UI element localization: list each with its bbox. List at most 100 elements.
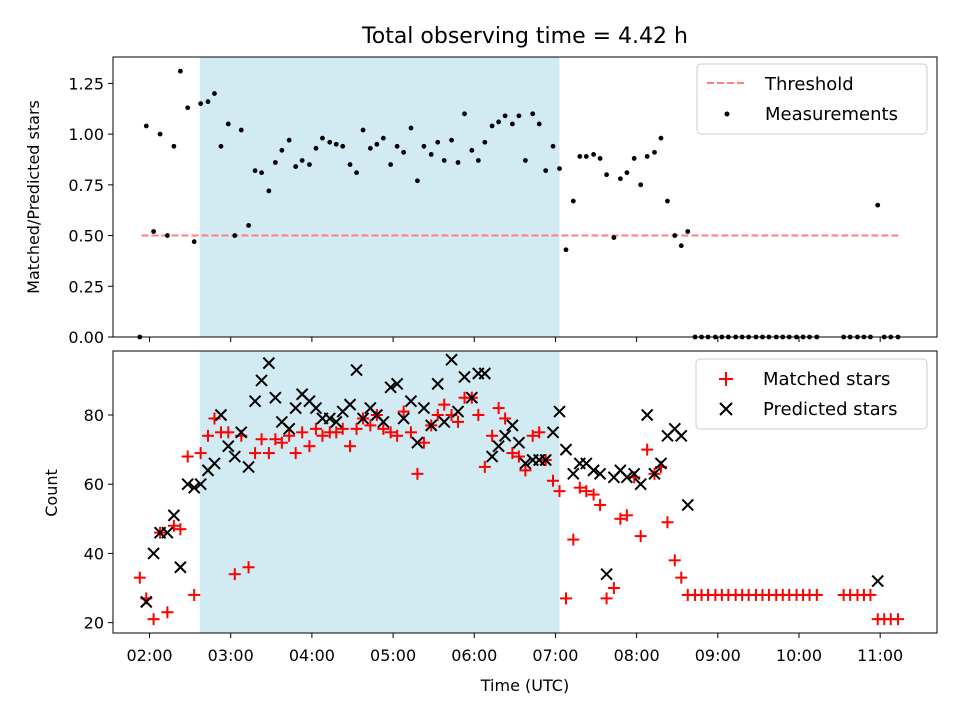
measurement-point	[246, 223, 251, 228]
predicted-star-point	[140, 595, 153, 609]
matched-star-point	[580, 485, 593, 498]
measurement-point	[143, 123, 149, 129]
matched-star-point	[194, 447, 207, 460]
predicted-star-point	[323, 412, 336, 425]
y-tick-label: 80	[84, 406, 104, 425]
measurement-point	[191, 239, 197, 245]
measurement-point	[510, 121, 515, 127]
measurement-point	[218, 143, 224, 149]
measurement-point	[320, 135, 325, 141]
matched-star-point	[384, 426, 397, 439]
matched-star-point	[668, 554, 681, 567]
measurement-point	[259, 170, 264, 176]
measurement-point	[421, 143, 427, 149]
matched-star-point	[614, 512, 627, 525]
top-plot-frame	[112, 56, 938, 338]
measurement-point	[171, 143, 177, 149]
predicted-star-point	[620, 471, 634, 484]
measurement-point	[340, 143, 346, 149]
x-tick-label: 06:00	[451, 646, 497, 665]
measurement-point	[408, 125, 414, 131]
measurement-point	[577, 154, 583, 159]
top-legend: Threshold Measurements	[696, 63, 928, 135]
x-tick-label: 07:00	[532, 646, 578, 665]
matched-star-point	[262, 447, 275, 460]
measurement-point	[299, 158, 305, 163]
measurement-point	[164, 233, 170, 238]
top-y-ticks: 0.00 0.25 0.50 0.75 1.00 1.25	[68, 74, 113, 347]
measurement-point	[591, 151, 596, 157]
legend-predicted-swatch	[719, 402, 733, 416]
measurement-point	[157, 131, 163, 137]
measurement-point	[347, 162, 353, 167]
matched-star-point	[316, 429, 329, 442]
x-tick-label: 10:00	[776, 646, 822, 665]
measurement-point	[557, 166, 562, 171]
matched-star-point	[594, 498, 607, 511]
matched-star-point	[620, 509, 633, 522]
measurement-point	[441, 158, 447, 163]
x-tick-label: 08:00	[614, 646, 660, 665]
predicted-star-point	[465, 391, 479, 404]
bottom-plot-frame	[112, 350, 938, 634]
measurement-point	[388, 162, 394, 167]
matched-star-point	[242, 561, 255, 574]
measurement-point	[394, 143, 400, 149]
matched-star-point	[512, 450, 525, 463]
matched-star-point	[567, 533, 580, 546]
measurement-point	[672, 233, 678, 238]
predicted-star-point	[681, 498, 694, 512]
measurement-point	[279, 147, 285, 153]
bottom-x-ticks: 02:00 03:00 04:00 05:00 06:00 07:00 08:00 09:00…	[126, 633, 903, 665]
predicted-star-point	[519, 457, 532, 470]
legend-predicted-label: Predicted stars	[763, 399, 897, 420]
y-tick-label: 1.00	[68, 125, 104, 144]
predicted-star-point	[478, 367, 492, 380]
measurement-point	[523, 158, 528, 163]
predicted-star-point	[167, 509, 181, 522]
y-tick-label: 0.50	[68, 227, 104, 246]
y-tick-label: 0.00	[68, 328, 104, 347]
y-tick-label: 40	[84, 544, 104, 563]
predicted-star-point	[147, 547, 160, 560]
top-legend-box	[696, 63, 928, 135]
measurement-point	[212, 91, 217, 96]
predicted-star-point	[222, 439, 235, 453]
predicted-star-point	[377, 415, 390, 429]
matched-star-point	[607, 582, 620, 595]
matched-star-point	[309, 422, 322, 435]
measurement-point	[151, 229, 156, 234]
x-tick-label: 11:00	[857, 646, 903, 665]
predicted-star-point	[181, 478, 194, 491]
x-tick-label: 02:00	[126, 646, 172, 665]
measurement-point	[272, 160, 278, 165]
measurement-point	[401, 149, 407, 155]
predicted-star-point	[390, 377, 404, 391]
measurement-point	[516, 113, 522, 119]
measurement-point	[502, 113, 508, 119]
matched-star-point	[533, 426, 546, 439]
matched-star-point	[283, 429, 296, 442]
matched-star-point	[336, 422, 349, 435]
predicted-star-point	[458, 370, 471, 384]
measurement-point	[563, 247, 569, 253]
measurement-point	[644, 154, 650, 159]
x-tick-label: 09:00	[695, 646, 741, 665]
bottom-y-label: Count	[42, 469, 61, 517]
predicted-star-point	[411, 436, 424, 449]
top-panel: 0.00 0.25 0.50 0.75 1.00 1.25 Total observing…	[24, 24, 938, 347]
matched-star-point	[391, 429, 404, 442]
measurement-point	[543, 168, 549, 174]
measurement-point	[496, 119, 502, 125]
matched-star-point	[526, 429, 539, 442]
predicted-star-point	[208, 457, 221, 470]
matched-star-point	[289, 447, 302, 460]
matched-star-point	[892, 613, 905, 626]
predicted-star-point	[546, 426, 560, 439]
bottom-legend: Matched stars Predicted stars	[695, 358, 928, 430]
matched-star-point	[587, 488, 600, 501]
y-tick-label: 60	[84, 475, 104, 494]
predicted-star-point	[451, 405, 465, 418]
measurement-point	[536, 121, 542, 127]
predicted-star-point	[255, 374, 268, 387]
